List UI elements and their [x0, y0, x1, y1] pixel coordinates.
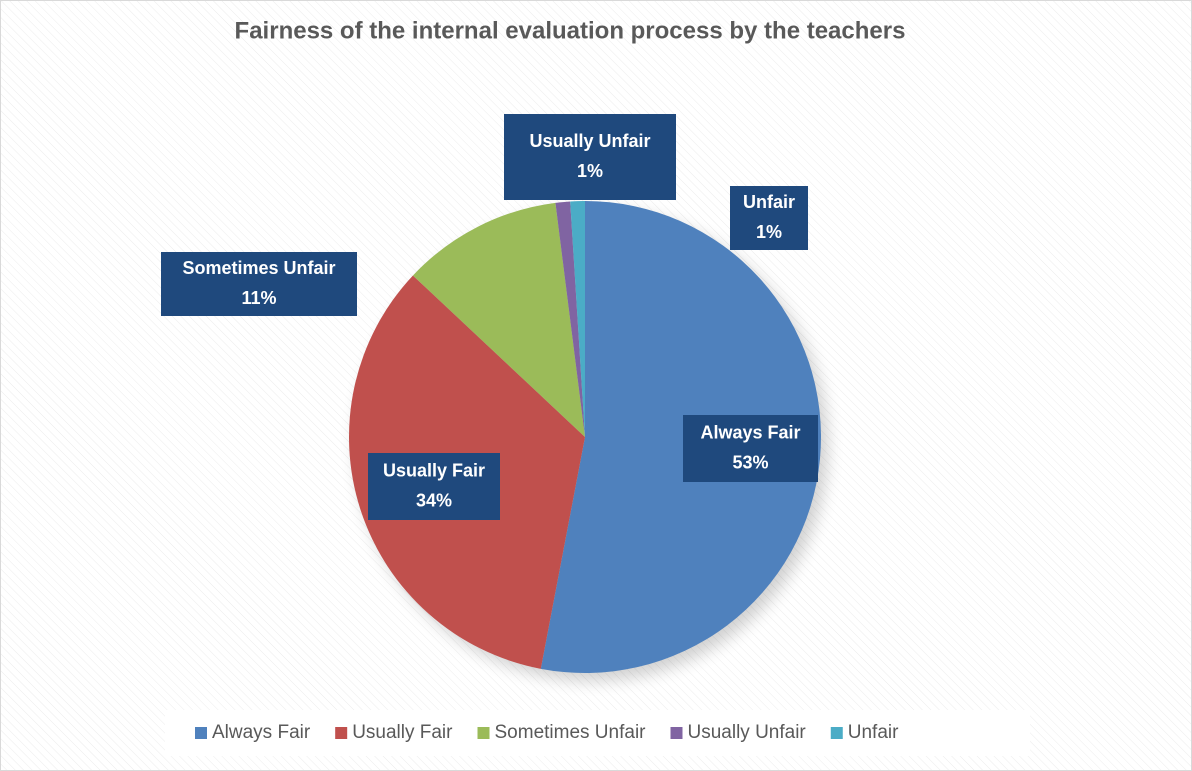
data-label-box — [368, 453, 500, 520]
data-label-value: 53% — [732, 452, 768, 472]
legend-box — [165, 710, 1030, 756]
legend-swatch — [477, 727, 490, 739]
legend-swatch — [335, 727, 348, 739]
data-label-name: Sometimes Unfair — [182, 258, 335, 278]
legend-label: Always Fair — [212, 722, 311, 743]
pie-slice — [412, 202, 585, 437]
data-label-name: Unfair — [743, 192, 795, 212]
data-label-name: Usually Unfair — [529, 131, 650, 151]
pie-slice — [555, 201, 585, 437]
data-label-value: 34% — [416, 490, 452, 510]
data-label-value: 1% — [756, 222, 782, 242]
data-label-box — [730, 186, 808, 250]
legend-swatch — [830, 727, 843, 739]
legend-swatch — [670, 727, 683, 739]
legend-label: Usually Fair — [352, 722, 453, 743]
data-label-value: 11% — [241, 288, 276, 308]
data-label-name: Usually Fair — [383, 460, 485, 480]
chart-title: Fairness of the internal evaluation proc… — [235, 17, 906, 44]
legend-label: Unfair — [848, 722, 899, 743]
legend-label: Sometimes Unfair — [495, 722, 647, 743]
pie-slice — [540, 201, 822, 673]
data-label-box — [683, 415, 818, 482]
data-label-box — [161, 252, 357, 316]
data-label-name: Always Fair — [700, 422, 800, 442]
legend-label: Usually Unfair — [688, 722, 807, 743]
legend-swatch — [195, 727, 207, 739]
pie-slice — [570, 201, 585, 437]
data-label-value: 1% — [577, 161, 603, 181]
data-label-box — [504, 114, 676, 200]
